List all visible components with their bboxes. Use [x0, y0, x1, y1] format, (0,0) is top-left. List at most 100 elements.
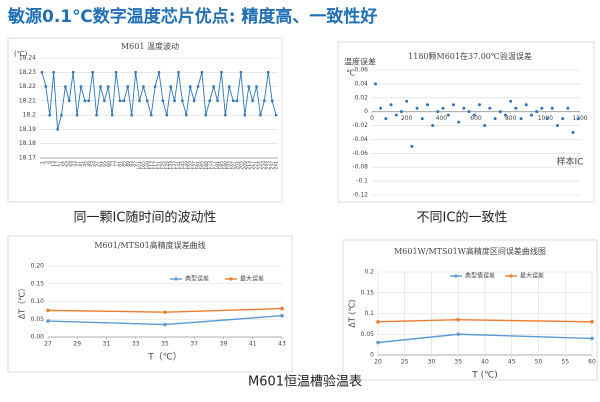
x-tick-label: 153: [188, 161, 194, 170]
x-tick-label: 237: [270, 161, 276, 170]
point: [540, 106, 544, 110]
x-tick-label: 41: [78, 161, 84, 167]
x-tick-label: 21: [59, 161, 65, 167]
x-tick-label: 165: [199, 161, 205, 170]
point: [64, 85, 67, 88]
point: [75, 113, 79, 117]
x-tick-label: 13: [51, 161, 57, 167]
x-tick-label: 89: [125, 161, 131, 167]
x-tick-label: 181: [215, 161, 221, 170]
point: [114, 71, 118, 74]
y-tick-label: 0.2: [364, 269, 374, 276]
legend-marker: [174, 277, 178, 281]
point: [130, 113, 133, 117]
point: [110, 113, 114, 117]
point: [161, 99, 165, 103]
point: [231, 99, 235, 103]
point: [503, 113, 507, 117]
point: [550, 106, 554, 110]
x-tick-label: 73: [110, 161, 116, 167]
x-tick-label: 241: [274, 161, 280, 170]
y-tick-label: 0.1: [364, 310, 374, 317]
x-tick-label: 113: [149, 161, 155, 170]
point: [514, 106, 518, 110]
y-tick-label: 18.17: [19, 155, 36, 162]
x-tick-label: 189: [223, 161, 229, 170]
point: [493, 117, 497, 121]
point: [79, 85, 83, 88]
y-tick-label: 0.04: [355, 80, 369, 87]
x-tick-label: 85: [121, 161, 127, 167]
legend-label: 最大误差: [520, 272, 544, 280]
point: [107, 85, 110, 88]
point: [169, 85, 172, 88]
point: [95, 113, 98, 117]
point: [181, 99, 184, 103]
x-tick-label: 45: [82, 161, 88, 167]
point: [228, 85, 231, 88]
legend-label: 典型误差: [185, 275, 209, 283]
point: [431, 124, 435, 128]
point: [196, 85, 200, 88]
panel: [7, 37, 283, 203]
point: [60, 113, 63, 117]
point: [415, 106, 419, 110]
point: [204, 113, 208, 117]
x-tick-label: 5: [43, 161, 49, 164]
legend-marker: [229, 277, 233, 281]
caption: M601恒温槽验温表: [248, 374, 362, 390]
x-tick-label: 217: [250, 161, 256, 170]
x-tick-label: 173: [207, 161, 213, 170]
point: [44, 85, 48, 88]
point: [251, 99, 254, 103]
point: [274, 113, 278, 117]
point: [118, 99, 122, 103]
point: [477, 103, 481, 107]
y-tick-label: 18.23: [19, 69, 36, 76]
point: [52, 71, 55, 74]
point: [462, 106, 466, 110]
point: [157, 71, 161, 74]
point: [122, 99, 126, 103]
point: [509, 99, 513, 103]
point: [270, 99, 274, 103]
point: [126, 85, 129, 88]
point: [185, 113, 188, 117]
point: [394, 113, 398, 117]
point: [425, 103, 429, 107]
x-tick-label: 35: [161, 341, 169, 348]
y-axis-title: (℃): [14, 50, 28, 58]
point: [524, 103, 528, 107]
x-axis-title: T（℃）: [147, 352, 182, 363]
point: [200, 71, 204, 74]
chart-title: 1180颗M601在37.00℃验温误差: [408, 51, 532, 61]
x-tick-label: 40: [481, 359, 489, 366]
x-tick-label: 20: [374, 359, 382, 366]
point: [376, 340, 380, 345]
point: [529, 113, 533, 117]
point: [566, 106, 570, 110]
point: [590, 336, 594, 341]
point: [255, 85, 258, 88]
x-tick-label: 17: [55, 161, 61, 167]
x-tick-label: 125: [160, 161, 166, 170]
point: [535, 110, 539, 114]
x-tick-label: 65: [102, 161, 108, 167]
x-tick-label: 9: [47, 161, 53, 164]
x-tick-label: 233: [266, 161, 272, 170]
x-tick-label: 101: [137, 161, 143, 170]
y-axis-title: ΔT（℃）: [18, 284, 27, 319]
x-tick-label: 29: [67, 161, 73, 167]
point: [590, 320, 594, 324]
y-tick-label: 0.10: [31, 298, 45, 305]
point: [247, 85, 250, 88]
point: [87, 99, 90, 103]
x-tick-label: 25: [401, 359, 409, 366]
x-tick-label: 31: [103, 341, 111, 348]
x-tick-label: 29: [73, 341, 81, 348]
x-tick-label: 97: [133, 161, 139, 167]
x-tick-label: 105: [141, 161, 147, 170]
x-tick-label: 225: [258, 161, 264, 170]
y-tick-label: 18.24: [19, 55, 36, 62]
x-tick-label: 129: [164, 161, 170, 170]
